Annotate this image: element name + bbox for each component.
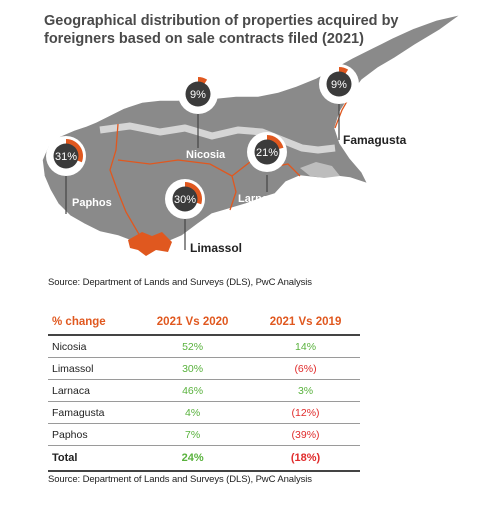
table-row: Famagusta 4% (12%)	[48, 401, 360, 424]
table-row: Larnaca 46% 3%	[48, 379, 360, 402]
donut-limassol	[165, 179, 205, 219]
total-label: Total	[48, 445, 135, 472]
border-limassol-nicosia	[117, 159, 233, 177]
header-vs2020: 2021 Vs 2020	[134, 310, 248, 336]
region-larnaca: Larnaca	[238, 193, 281, 205]
row-vs2019: (39%)	[247, 423, 360, 446]
label-limassol-pct: 30%	[174, 194, 196, 206]
total-vs2019: (18%)	[247, 445, 360, 472]
border-paphos	[109, 123, 141, 237]
row-vs2020: 46%	[134, 379, 248, 402]
total-vs2020: 24%	[134, 445, 248, 472]
row-vs2020: 30%	[134, 357, 248, 380]
label-famagusta-pct: 9%	[331, 79, 347, 91]
donut-center	[53, 143, 79, 169]
row-vs2020: 52%	[134, 335, 248, 358]
region-limassol: Limassol	[190, 241, 242, 255]
row-vs2019: 14%	[247, 335, 360, 358]
row-vs2019: 3%	[247, 379, 360, 402]
percent-change-table: % change 2021 Vs 2020 2021 Vs 2019 Nicos…	[48, 310, 360, 472]
cyprus-map: 31% 9% 30% 21% 9% Paphos Nicosia Limasso…	[41, 13, 463, 256]
region-paphos: Paphos	[72, 197, 112, 209]
label-nicosia-pct: 9%	[190, 89, 206, 101]
row-region: Famagusta	[48, 401, 135, 424]
donut-famagusta	[319, 64, 359, 104]
label-larnaca-pct: 21%	[256, 147, 278, 159]
row-region: Paphos	[48, 423, 135, 446]
dhekelia-base	[300, 162, 340, 178]
label-paphos-pct: 31%	[55, 151, 77, 163]
akrotiri-base	[128, 232, 172, 256]
donut-larnaca	[247, 132, 287, 172]
table-row: Paphos 7% (39%)	[48, 423, 360, 446]
total-row: Total 24% (18%)	[48, 445, 360, 472]
donut-center	[185, 81, 211, 107]
row-vs2019: (6%)	[247, 357, 360, 380]
chart-title: Geographical distribution of properties …	[44, 13, 399, 47]
region-famagusta: Famagusta	[343, 133, 407, 147]
header-vs2019: 2021 Vs 2019	[247, 310, 360, 336]
row-region: Larnaca	[48, 379, 135, 402]
row-region: Nicosia	[48, 335, 135, 358]
source-note-bottom: Source: Department of Lands and Surveys …	[48, 474, 312, 485]
table-row: Nicosia 52% 14%	[48, 335, 360, 358]
table-row: Limassol 30% (6%)	[48, 357, 360, 380]
region-nicosia: Nicosia	[186, 149, 226, 161]
row-vs2020: 7%	[134, 423, 248, 446]
donut-center	[326, 71, 352, 97]
donut-center	[172, 186, 198, 212]
table-header-row: % change 2021 Vs 2020 2021 Vs 2019	[48, 310, 360, 336]
donut-paphos	[46, 136, 86, 176]
source-note-top: Source: Department of Lands and Surveys …	[48, 277, 312, 288]
row-vs2019: (12%)	[247, 401, 360, 424]
donut-nicosia	[178, 74, 218, 114]
donut-center	[254, 139, 280, 165]
buffer-zone	[99, 122, 336, 154]
row-vs2020: 4%	[134, 401, 248, 424]
row-region: Limassol	[48, 357, 135, 380]
border-larnaca	[229, 175, 237, 211]
header-change: % change	[48, 310, 135, 336]
